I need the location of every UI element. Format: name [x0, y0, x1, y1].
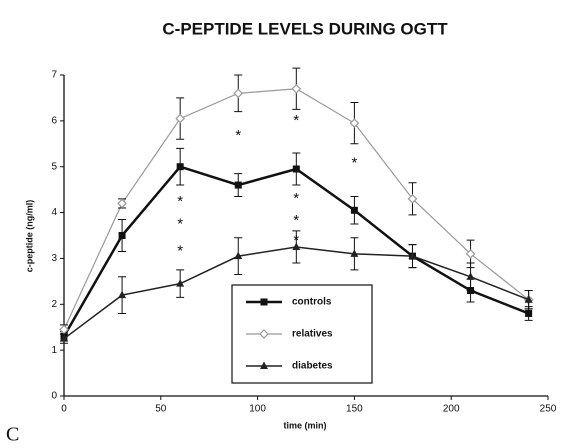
annotation: * — [293, 190, 299, 207]
annotation: * — [293, 232, 299, 249]
point — [350, 206, 358, 214]
annotation: * — [235, 127, 241, 144]
point — [524, 295, 533, 303]
point — [118, 232, 126, 239]
point — [292, 242, 301, 250]
point — [525, 309, 533, 317]
legend-marker — [259, 329, 269, 339]
y-axis-label: c-peptide (ng/ml) — [24, 200, 34, 273]
y-tick-label: 2 — [51, 299, 57, 310]
annotation: * — [293, 112, 299, 129]
y-tick-label: 7 — [51, 70, 57, 81]
chart-title: C-PEPTIDE LEVELS DURING OGTT — [162, 19, 448, 38]
x-tick-label: 150 — [346, 404, 363, 415]
y-tick-label: 3 — [51, 253, 57, 264]
x-tick-label: 200 — [443, 404, 460, 415]
point — [466, 272, 475, 280]
point — [234, 251, 243, 260]
y-tick-label: 0 — [51, 391, 57, 402]
y-tick-label: 1 — [51, 345, 57, 356]
annotation: * — [293, 212, 299, 229]
annotation: * — [177, 193, 183, 210]
point — [117, 198, 127, 209]
point — [292, 165, 300, 173]
x-tick-label: 100 — [249, 404, 266, 415]
annotation: * — [351, 154, 357, 171]
point — [59, 324, 69, 335]
legend-marker — [260, 361, 268, 369]
y-tick-label: 6 — [51, 115, 57, 126]
point — [118, 290, 127, 299]
x-tick-label: 50 — [155, 404, 167, 415]
point — [234, 181, 242, 189]
point — [349, 118, 360, 128]
x-tick-label: 250 — [540, 404, 557, 415]
x-axis-label: time (min) — [283, 420, 326, 430]
point — [407, 193, 418, 204]
point — [176, 279, 185, 287]
legend-text: controls — [292, 297, 332, 308]
legend-text: diabetes — [292, 361, 333, 372]
point — [465, 248, 476, 259]
point — [291, 83, 302, 94]
annotation: * — [177, 216, 183, 233]
legend-marker — [260, 298, 268, 306]
point — [233, 88, 244, 99]
point — [408, 251, 417, 260]
point — [60, 334, 68, 342]
annotation: * — [177, 242, 183, 259]
y-tick-label: 4 — [51, 207, 57, 218]
panel-label: C — [6, 424, 19, 446]
point — [176, 163, 184, 171]
point — [175, 113, 186, 124]
point — [350, 249, 359, 257]
x-tick-label: 0 — [61, 404, 67, 415]
y-tick-label: 5 — [51, 161, 57, 172]
legend-text: relatives — [292, 329, 333, 340]
